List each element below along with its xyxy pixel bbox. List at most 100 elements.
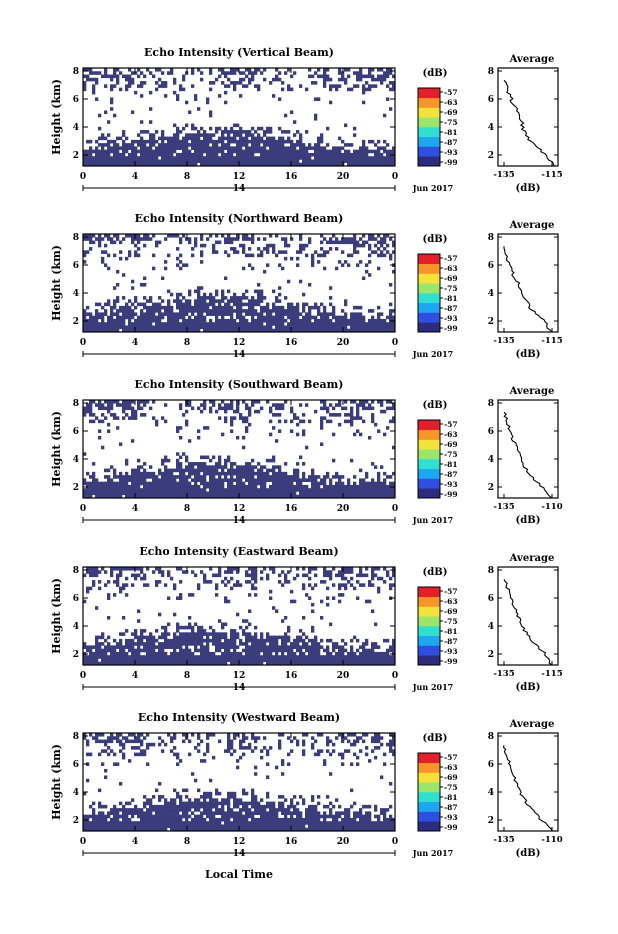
heatmap-cell	[386, 574, 389, 578]
heatmap-cell	[173, 639, 176, 643]
heatmap-cell	[383, 78, 386, 82]
heatmap-cell	[275, 156, 278, 160]
heatmap-cell	[239, 303, 242, 307]
heatmap-cell	[284, 156, 287, 160]
heatmap-cell	[200, 642, 203, 646]
heatmap-cell	[149, 655, 152, 659]
heatmap-cell	[263, 159, 266, 163]
heatmap-cell	[137, 649, 140, 653]
heatmap-cell	[386, 156, 389, 160]
heatmap-cell	[233, 299, 236, 303]
heatmap-cell	[236, 645, 239, 649]
heatmap-cell	[320, 407, 323, 411]
heatmap-cell	[347, 88, 350, 92]
heatmap-cell	[188, 439, 191, 443]
heatmap-cell	[185, 101, 188, 105]
heatmap-cell	[179, 596, 182, 600]
avg-x-tick-label: -115	[541, 336, 562, 346]
heatmap-cell	[161, 146, 164, 150]
heatmap-cell	[362, 583, 365, 587]
heatmap-cell	[104, 110, 107, 114]
heatmap-cell	[128, 658, 131, 662]
heatmap-cell	[377, 491, 380, 495]
colorbar-swatch	[418, 322, 440, 332]
heatmap-cell	[380, 322, 383, 326]
heatmap-cell	[86, 645, 89, 649]
heatmap-cell	[284, 319, 287, 323]
heatmap-cell	[353, 244, 356, 248]
heatmap-cell	[146, 642, 149, 646]
heatmap-cell	[344, 587, 347, 591]
heatmap-cell	[230, 587, 233, 591]
heatmap-cell	[269, 407, 272, 411]
heatmap-cell	[332, 645, 335, 649]
heatmap-cell	[311, 81, 314, 85]
heatmap-cell	[236, 143, 239, 147]
heatmap-cell	[212, 325, 215, 329]
heatmap-cell	[158, 642, 161, 646]
heatmap-cell	[368, 436, 371, 440]
heatmap-cell	[314, 574, 317, 578]
heatmap-cell	[128, 403, 131, 407]
heatmap-cell	[224, 71, 227, 75]
heatmap-cell	[209, 309, 212, 313]
heatmap-cell	[314, 143, 317, 147]
heatmap-cell	[323, 319, 326, 323]
heatmap-cell	[251, 645, 254, 649]
heatmap-cell	[335, 319, 338, 323]
colorbar-unit: (dB)	[423, 400, 448, 411]
heatmap-cell	[116, 296, 119, 300]
colorbar-tick-label: -93	[444, 647, 458, 656]
heatmap-cell	[236, 472, 239, 476]
heatmap-cell	[170, 642, 173, 646]
heatmap-cell	[86, 312, 89, 316]
heatmap-cell	[335, 475, 338, 479]
heatmap-cell	[371, 491, 374, 495]
heatmap-cell	[167, 309, 170, 313]
heatmap-cell	[119, 159, 122, 163]
heatmap-cell	[215, 143, 218, 147]
heatmap-cell	[368, 580, 371, 584]
heatmap-cell	[320, 488, 323, 492]
heatmap-cell	[272, 140, 275, 144]
heatmap-cell	[188, 316, 191, 320]
heatmap-cell	[179, 159, 182, 163]
heatmap-cell	[98, 488, 101, 492]
heatmap-cell	[377, 316, 380, 320]
colorbar-swatch	[418, 616, 440, 626]
heatmap-cell	[251, 71, 254, 75]
heatmap-cell	[353, 491, 356, 495]
heatmap-cell	[332, 306, 335, 310]
heatmap-cell	[254, 593, 257, 597]
panel-title: Echo Intensity (Eastward Beam)	[139, 545, 338, 558]
heatmap-cell	[251, 478, 254, 482]
heatmap-cell	[95, 156, 98, 160]
heatmap-cell	[203, 244, 206, 248]
heatmap-cell	[272, 645, 275, 649]
heatmap-cell	[98, 655, 101, 659]
heatmap-cell	[248, 81, 251, 85]
heatmap-cell	[326, 574, 329, 578]
heatmap-cell	[254, 642, 257, 646]
heatmap-cell	[89, 587, 92, 591]
heatmap-cell	[221, 150, 224, 154]
heatmap-cell	[110, 78, 113, 82]
heatmap-cell	[101, 312, 104, 316]
heatmap-cell	[227, 403, 230, 407]
heatmap-cell	[290, 306, 293, 310]
heatmap-cell	[281, 267, 284, 271]
heatmap-cell	[272, 606, 275, 610]
heatmap-cell	[134, 416, 137, 420]
heatmap-cell	[179, 488, 182, 492]
heatmap-cell	[194, 623, 197, 627]
heatmap-cell	[212, 652, 215, 656]
heatmap-cell	[86, 140, 89, 144]
heatmap-cell	[176, 293, 179, 297]
heatmap-cell	[119, 482, 122, 486]
heatmap-cell	[185, 459, 188, 463]
heatmap-cell	[251, 237, 254, 241]
heatmap-cell	[251, 153, 254, 157]
heatmap-cell	[146, 316, 149, 320]
heatmap-cell	[89, 316, 92, 320]
heatmap-cell	[89, 420, 92, 424]
